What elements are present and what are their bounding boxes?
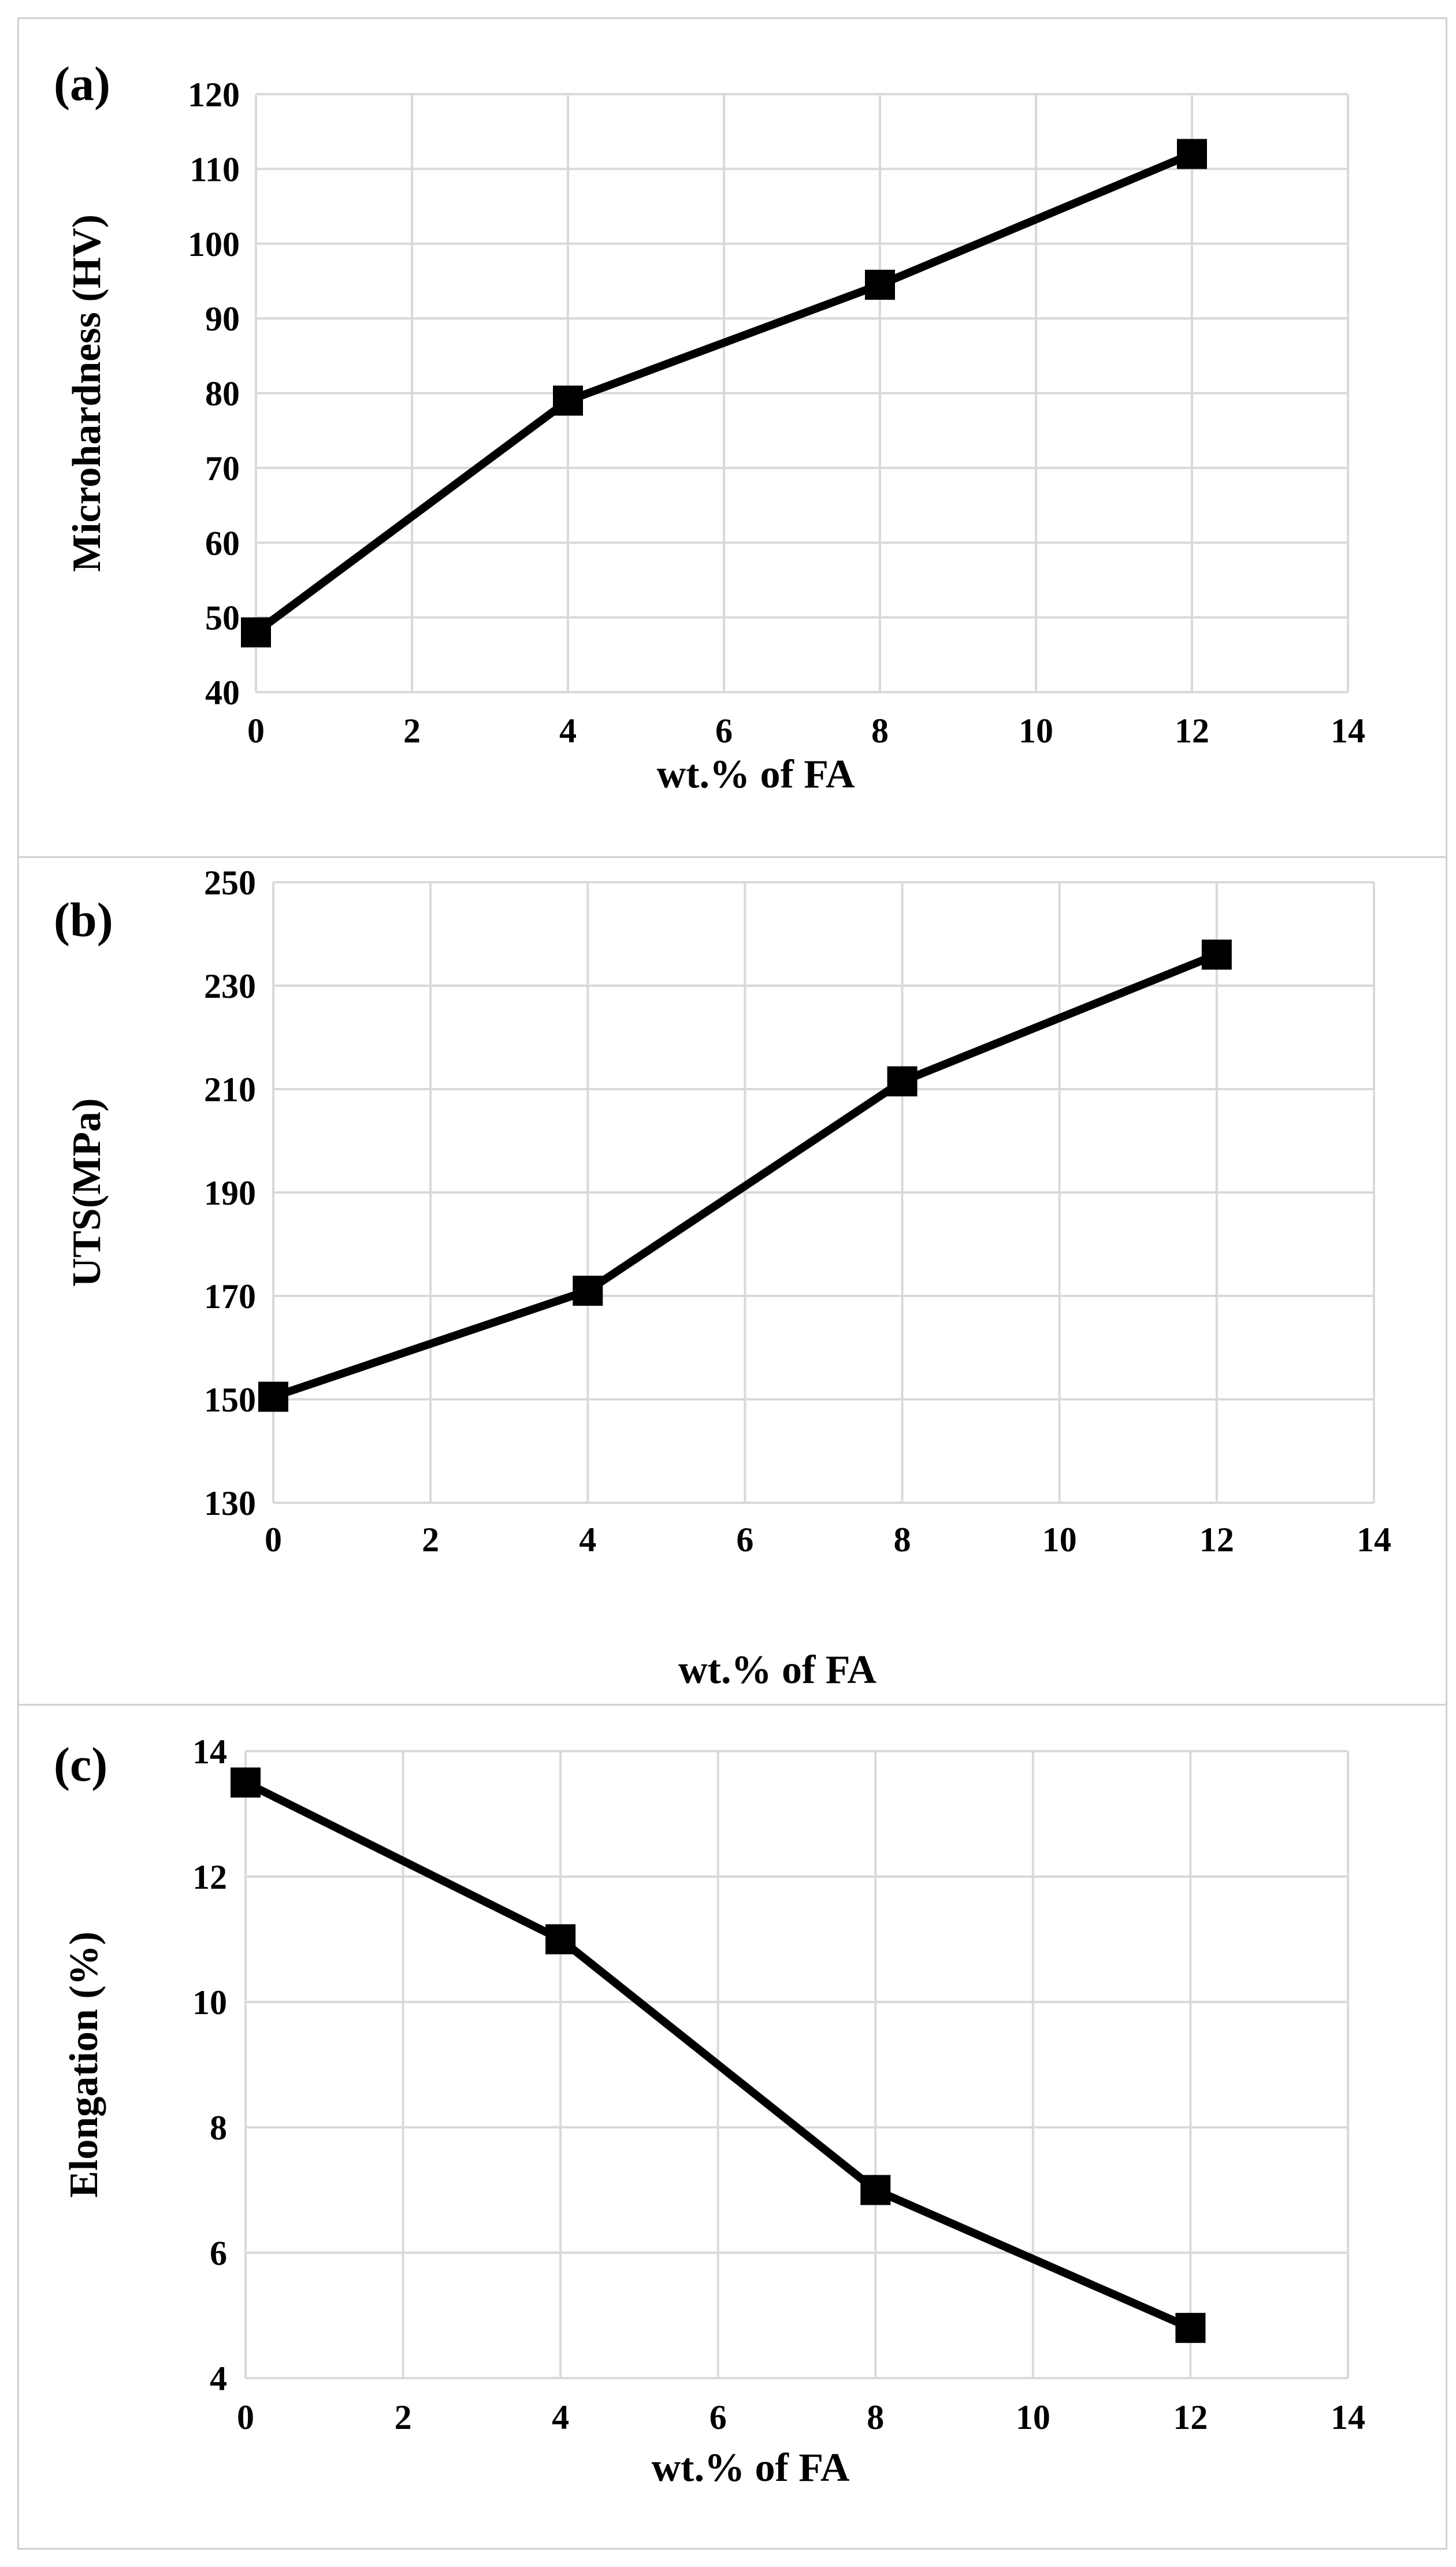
chart-a-y-tick-label-8: 120 <box>188 76 240 114</box>
chart-b-data-point-3 <box>1201 939 1232 970</box>
chart-b-y-axis-title: UTS(MPa) <box>65 1098 109 1287</box>
chart-c-data-point-0 <box>231 1767 261 1798</box>
chart-a-x-tick-label-0: 0 <box>247 712 265 750</box>
chart-c-y-tick-label-4: 12 <box>192 1858 227 1896</box>
chart-a-y-tick-label-5: 90 <box>205 300 240 338</box>
chart-c-x-tick-label-3: 6 <box>710 2398 727 2436</box>
chart-b-y-tick-label-6: 250 <box>204 864 256 902</box>
chart-c-y-tick-label-0: 4 <box>210 2360 227 2398</box>
chart-c-panel-label: (c) <box>54 1738 107 1792</box>
chart-c-y-tick-label-5: 14 <box>192 1733 227 1771</box>
chart-panel-c: 0 2 4 6 8 10 12 14 4 6 8 10 12 14 wt.% of FA Elongation… <box>17 1704 1447 2550</box>
chart-b-y-tick-label-4: 210 <box>204 1071 256 1109</box>
chart-a-panel-label: (a) <box>54 57 110 111</box>
chart-a-data-point-2 <box>865 269 895 300</box>
chart-b-series-line-0 <box>272 950 1219 1401</box>
chart-c-x-axis-title: wt.% of FA <box>652 2446 850 2490</box>
chart-c-data-point-3 <box>1175 2313 1206 2343</box>
chart-a-x-tick-label-4: 8 <box>871 712 889 750</box>
chart-a-y-tick-label-1: 50 <box>205 599 240 637</box>
chart-a-x-axis-title: wt.% of FA <box>657 752 855 797</box>
chart-c-x-tick-label-5: 10 <box>1016 2398 1050 2436</box>
chart-a-y-tick-label-4: 80 <box>205 375 240 413</box>
chart-c-y-tick-label-3: 10 <box>192 1983 227 2022</box>
chart-b-svg: 0 2 4 6 8 10 12 14 130 150 170 190 210 230 250 wt.% of … <box>54 864 1391 1692</box>
chart-b-x-tick-label-3: 6 <box>736 1521 753 1559</box>
chart-b-data-point-0 <box>258 1381 288 1412</box>
chart-a-svg: 0 2 4 6 8 10 12 14 40 50 60 70 80 90 100 110 120 wt.% of … <box>54 57 1365 797</box>
chart-c-y-axis-title: Elongation (%) <box>62 1931 106 2198</box>
chart-a-x-tick-label-6: 12 <box>1175 712 1209 750</box>
chart-b-y-tick-label-2: 170 <box>204 1277 256 1316</box>
chart-a-data-point-1 <box>553 385 583 416</box>
chart-b-y-tick-label-0: 130 <box>204 1484 256 1522</box>
chart-b-x-tick-label-0: 0 <box>265 1521 282 1559</box>
chart-a-data-point-3 <box>1177 139 1207 169</box>
chart-b-y-tick-label-1: 150 <box>204 1381 256 1419</box>
chart-a-x-tick-label-2: 4 <box>559 712 577 750</box>
chart-c-x-tick-label-1: 2 <box>395 2398 412 2436</box>
chart-a-x-tick-label-1: 2 <box>403 712 421 750</box>
chart-c-svg: 0 2 4 6 8 10 12 14 4 6 8 10 12 14 wt.% of FA Elongation… <box>54 1733 1365 2490</box>
chart-a-y-tick-label-6: 100 <box>188 225 240 263</box>
chart-b-x-tick-label-5: 10 <box>1042 1521 1077 1559</box>
chart-b-panel-label: (b) <box>54 893 113 947</box>
chart-b-x-tick-label-6: 12 <box>1199 1521 1234 1559</box>
chart-b-data-point-1 <box>573 1276 603 1306</box>
chart-c-x-tick-label-4: 8 <box>867 2398 884 2436</box>
chart-a-y-axis-title: Microhardness (HV) <box>65 214 109 572</box>
chart-c-series-line-0 <box>243 1778 1193 2332</box>
chart-a-y-tick-label-7: 110 <box>190 150 240 188</box>
chart-a-x-tick-label-3: 6 <box>715 712 733 750</box>
chart-b-x-tick-label-4: 8 <box>894 1521 911 1559</box>
chart-a-series-line-0 <box>253 150 1194 636</box>
chart-panel-a: 0 2 4 6 8 10 12 14 40 50 60 70 80 90 100 110 120 wt.% of … <box>17 17 1447 858</box>
chart-c-x-tick-label-7: 14 <box>1331 2398 1365 2436</box>
chart-c-x-tick-label-0: 0 <box>237 2398 254 2436</box>
chart-c-data-point-2 <box>860 2175 891 2205</box>
chart-a-x-tick-label-7: 14 <box>1331 712 1365 750</box>
chart-b-x-tick-label-7: 14 <box>1357 1521 1391 1559</box>
chart-a-y-tick-label-2: 60 <box>205 524 240 562</box>
chart-a-data-point-0 <box>241 617 271 648</box>
chart-c-data-point-1 <box>545 1924 576 1955</box>
chart-b-x-tick-label-1: 2 <box>422 1521 439 1559</box>
chart-a-y-tick-label-0: 40 <box>205 674 240 712</box>
chart-a-x-tick-label-5: 10 <box>1019 712 1053 750</box>
chart-c-x-tick-label-6: 12 <box>1173 2398 1208 2436</box>
chart-c-x-tick-label-2: 4 <box>552 2398 569 2436</box>
chart-c-y-tick-label-2: 8 <box>210 2109 227 2147</box>
chart-a-y-tick-label-3: 70 <box>205 449 240 488</box>
chart-b-x-tick-label-2: 4 <box>579 1521 596 1559</box>
chart-b-x-axis-title: wt.% of FA <box>678 1648 876 1692</box>
chart-b-y-tick-label-5: 230 <box>204 967 256 1005</box>
chart-b-data-point-2 <box>887 1066 918 1097</box>
chart-c-y-tick-label-1: 6 <box>210 2234 227 2272</box>
chart-b-y-tick-label-3: 190 <box>204 1174 256 1212</box>
chart-panel-b: 0 2 4 6 8 10 12 14 130 150 170 190 210 230 250 wt.% of … <box>17 856 1447 1706</box>
